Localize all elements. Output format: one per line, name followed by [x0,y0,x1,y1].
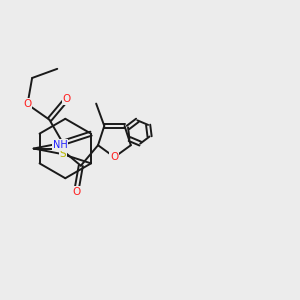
Text: O: O [110,152,118,162]
Text: O: O [72,187,80,197]
Text: NH: NH [53,140,68,150]
Text: O: O [23,99,32,109]
Text: S: S [59,149,66,159]
Text: O: O [62,94,71,104]
